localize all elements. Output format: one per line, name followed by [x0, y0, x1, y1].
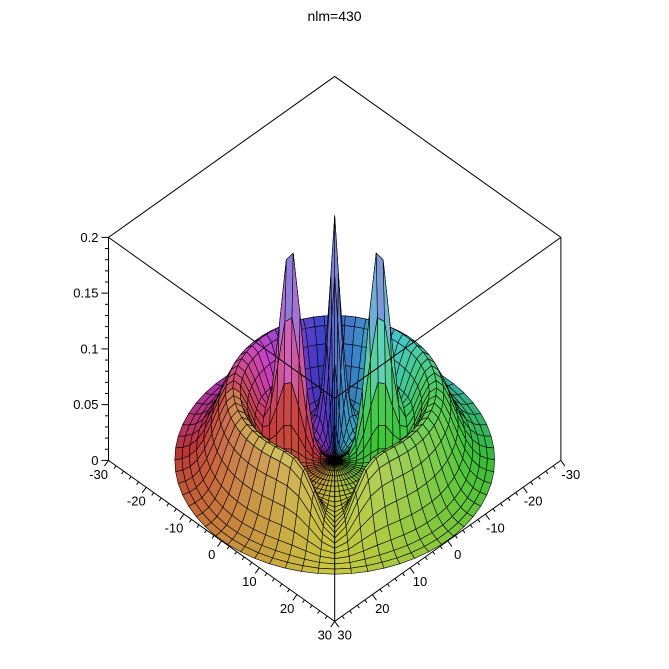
x-tick-label: -30 — [89, 467, 108, 482]
box-top-back-right-edge — [334, 76, 562, 238]
z-tick-label: 0.1 — [80, 341, 98, 356]
y-tick-label: 10 — [413, 574, 427, 589]
x-tick-label: 30 — [318, 628, 332, 643]
z-tick-label: 0 — [91, 453, 98, 468]
x-tick-label: 10 — [242, 574, 256, 589]
x-axis: -30 -20 -10 0 10 20 30 — [89, 460, 336, 643]
y-tick-label: 0 — [454, 547, 461, 562]
y-tick-label: 30 — [337, 628, 351, 643]
x-tick-label: 0 — [208, 547, 215, 562]
x-tick-label: -10 — [165, 520, 184, 535]
plot-title: nlm=430 — [307, 8, 362, 24]
box-top-front-left-edge — [108, 236, 335, 399]
y-tick-label: -30 — [561, 467, 580, 482]
y-tick-label: -20 — [524, 494, 543, 509]
box-top-front-right-edge — [334, 236, 562, 399]
z-tick-label: 0.2 — [80, 230, 98, 245]
z-tick-label: 0.15 — [73, 286, 98, 301]
y-tick-label: 20 — [375, 601, 389, 616]
x-tick-label: -20 — [127, 494, 146, 509]
z-axis: 0 0.05 0.1 0.15 0.2 — [73, 230, 109, 468]
surface-mesh — [174, 215, 495, 575]
y-axis: -30 -20 -10 0 10 20 30 — [334, 460, 580, 643]
z-tick-label: 0.05 — [73, 397, 98, 412]
x-tick-label: 20 — [280, 601, 294, 616]
box-top-back-left-edge — [108, 76, 335, 238]
y-tick-label: -10 — [486, 520, 505, 535]
